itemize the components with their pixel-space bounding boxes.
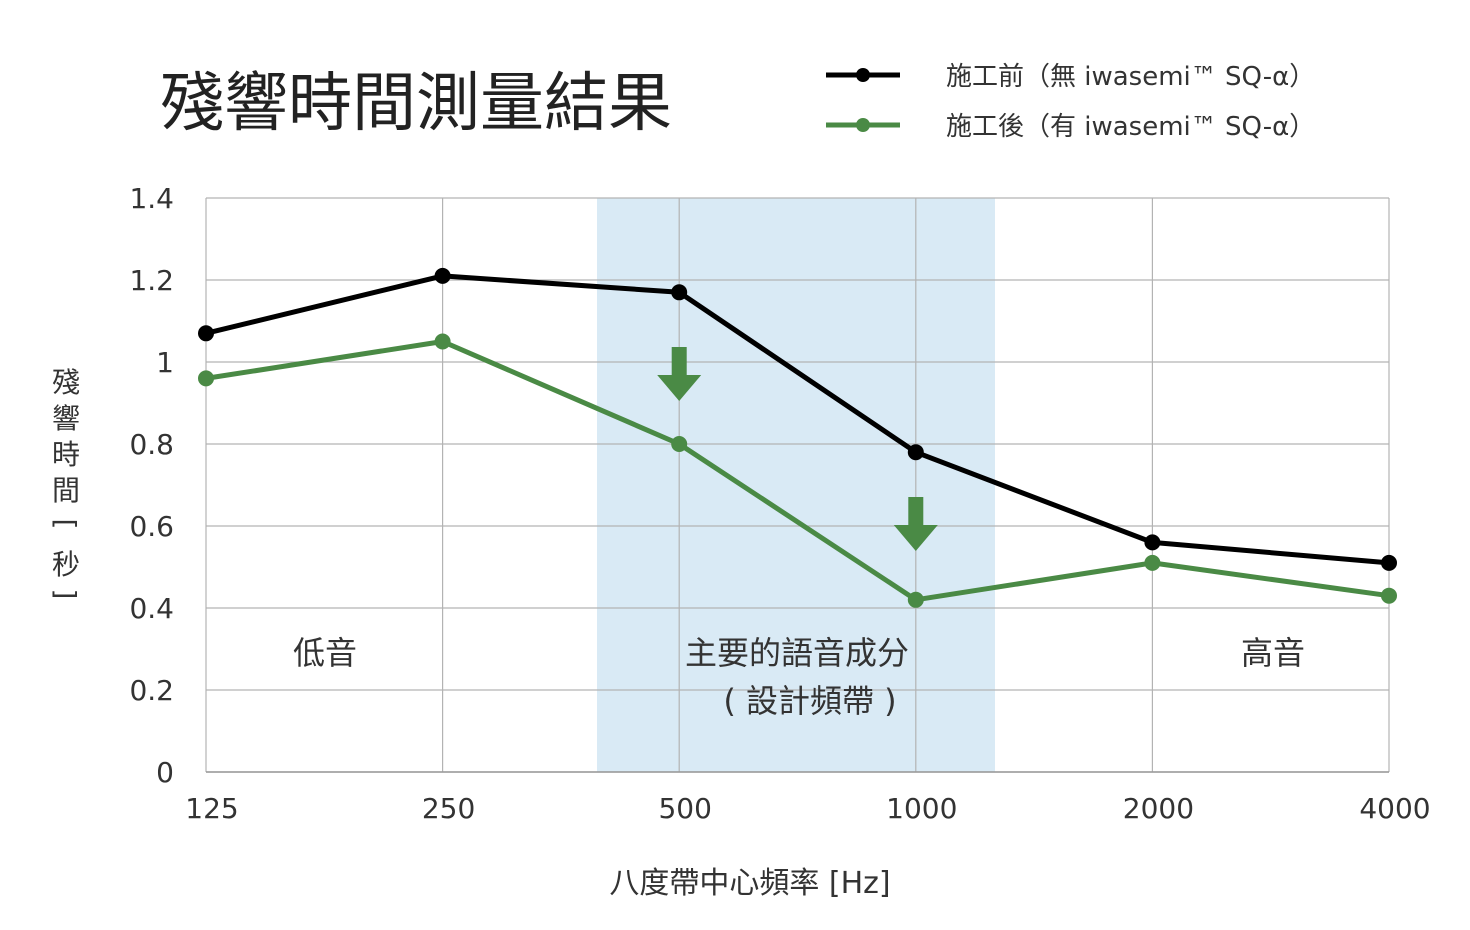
legend-label-after: 施工後（有 iwasemi™ SQ-α） [946,112,1315,142]
x-tick-label: 125 [185,792,238,825]
y-axis-label-char: ] [49,589,82,600]
series-point-0 [434,267,451,284]
series-point-1 [434,333,451,350]
y-axis-label-char: [ [49,519,82,530]
y-axis-label-char: 時 [52,438,80,471]
y-tick-label: 0.4 [129,592,174,625]
series-point-0 [198,325,214,342]
series-point-0 [1144,534,1161,551]
series-layer [198,267,1397,608]
series-line-1 [205,339,1390,603]
y-axis-label-char: 間 [52,474,80,507]
down-arrow-icon [893,497,938,551]
y-axis-label-char: 殘 [52,366,80,399]
y-tick-label: 0.6 [129,510,174,543]
series-point-0 [671,284,688,301]
y-axis-label-char: 秒 [52,548,80,581]
annotation-main-line1: 主要的語音成分 [685,634,909,672]
series-point-1 [907,591,924,608]
y-tick-label: 1.2 [129,264,174,297]
annotation-main-line2: ( 設計頻帶 ) [723,682,896,720]
x-tick-label: 2000 [1123,792,1194,825]
x-axis-label: 八度帶中心頻率 [Hz] [609,866,890,901]
x-tick-labels: 125 250 500 1000 2000 4000 [185,792,1430,825]
grid [205,197,1390,773]
y-tick-label: 0.2 [129,674,174,707]
legend-label-before: 施工前（無 iwasemi™ SQ-α） [946,62,1315,92]
series-point-0 [907,444,924,461]
y-tick-labels: 0 0.2 0.4 0.6 0.8 1 1.2 1.4 [129,182,174,789]
series-line-0 [205,273,1390,566]
legend-marker-after [856,118,870,132]
down-arrow-icon [657,347,702,401]
y-tick-label: 0 [156,756,174,789]
y-tick-label: 1.4 [129,182,174,215]
legend: 施工前（無 iwasemi™ SQ-α） 施工後（有 iwasemi™ SQ-α… [826,62,1315,142]
x-tick-label: 1000 [886,792,957,825]
series-point-1 [671,436,688,452]
y-tick-label: 0.8 [129,428,174,461]
reduction-arrows [657,347,938,551]
annotation-high: 高音 [1241,634,1305,672]
legend-marker-before [856,68,870,82]
x-tick-label: 250 [422,792,475,825]
y-axis-label: 殘 響 時 間 [ 秒 ] [49,366,82,599]
y-tick-label: 1 [156,346,174,379]
x-tick-label: 4000 [1359,792,1430,825]
series-point-1 [1144,554,1161,571]
annotation-low: 低音 [293,634,357,672]
y-axis-label-char: 響 [52,402,80,435]
series-point-1 [198,370,214,387]
x-tick-label: 500 [658,792,711,825]
series-point-1 [1381,587,1397,604]
series-point-0 [1381,554,1397,571]
chart-title: 殘響時間測量結果 [160,67,672,141]
